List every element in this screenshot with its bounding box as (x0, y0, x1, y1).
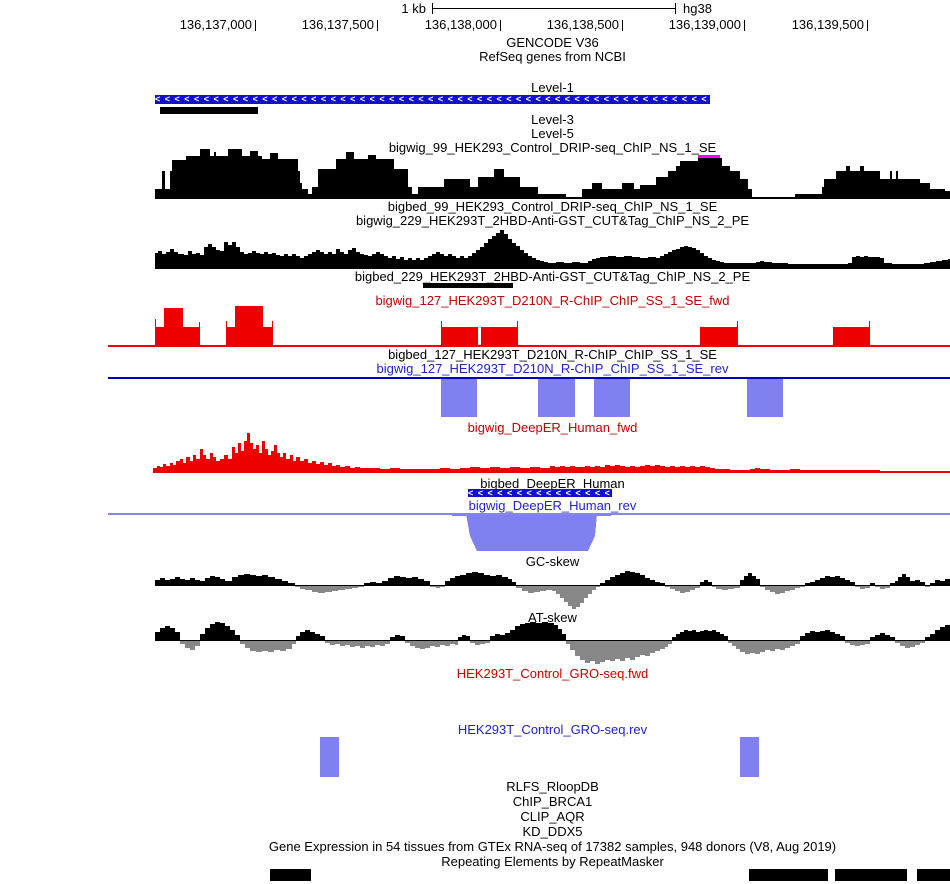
coord-label: 136,138,500 (546, 17, 619, 32)
gcskew-signal-neg[interactable] (155, 585, 950, 609)
repeat-element[interactable] (917, 869, 950, 881)
groseq-rev-peak[interactable] (320, 737, 339, 777)
gencode-label: GENCODE V36 (506, 35, 599, 50)
gcskew-signal-pos[interactable] (155, 571, 950, 585)
bigwig99-label: bigwig_99_HEK293_Control_DRIP-seq_ChIP_N… (388, 140, 717, 155)
kd-ddx5-label: KD_DDX5 (522, 824, 583, 839)
bigwig127-fwd-peak[interactable] (199, 322, 200, 346)
bigwig127-fwd-peak[interactable] (164, 308, 183, 346)
deeper-rev-peak[interactable] (466, 514, 597, 551)
deeper-bigbed-feature[interactable]: < < < < < < < < < < < < < < < < < < < < (468, 489, 612, 497)
bigwig127-fwd-peak[interactable] (869, 321, 870, 346)
bigwig127-fwd-peak[interactable] (441, 321, 442, 346)
bigwig127-fwd-peak[interactable] (700, 327, 738, 346)
coord-tick (255, 20, 256, 31)
chip-brca1-label: ChIP_BRCA1 (512, 794, 593, 809)
repeatmasker-label: Repeating Elements by RepeatMasker (441, 854, 664, 869)
level3-label: Level-3 (531, 112, 574, 127)
coord-tick (377, 20, 378, 31)
groseq-rev-label: HEK293T_Control_GRO-seq.rev (457, 722, 648, 737)
bigbed229-feature[interactable] (423, 283, 513, 288)
bigwig127-fwd-baseline[interactable] (108, 345, 950, 347)
coord-label: 136,137,500 (301, 17, 374, 32)
bigwig127-rev-label: bigwig_127_HEK293T_D210N_R-ChIP_ChIP_SS_… (376, 361, 729, 376)
bigwig99-clip-cap[interactable] (698, 155, 720, 158)
level1-gene-bar[interactable]: < < < < < < < < < < < < < < < < < < < < … (155, 95, 710, 104)
bigwig127-fwd-peak[interactable] (155, 319, 156, 346)
bigwig127-fwd-peak[interactable] (235, 306, 263, 346)
repeat-element[interactable] (270, 869, 311, 881)
atskew-label: AT-skew (528, 610, 577, 625)
rlfs-label: RLFS_RloopDB (506, 779, 599, 794)
coord-tick (500, 20, 501, 31)
bigwig127-rev-peak[interactable] (747, 379, 783, 417)
atskew-signal-pos[interactable] (155, 622, 950, 640)
deeper-rev-shoulder-left[interactable] (452, 514, 466, 516)
bigwig127-fwd-peak[interactable] (833, 327, 870, 346)
gcskew-signal-axis[interactable] (155, 585, 950, 586)
bigwig99-signal[interactable] (155, 149, 950, 197)
deeper-fwd-label: bigwig_DeepER_Human_fwd (467, 420, 638, 435)
bigwig127-fwd-peak[interactable] (481, 327, 518, 346)
bigwig229-label: bigwig_229_HEK293T_2HBD-Anti-GST_CUT&Tag… (355, 213, 750, 228)
bigwig127-fwd-peak[interactable] (226, 321, 227, 346)
groseq-rev-peak[interactable] (740, 737, 759, 777)
coord-tick (744, 20, 745, 31)
bigbed229-label: bigbed_229_HEK293T_2HBD-Anti-GST_CUT&Tag… (354, 269, 751, 284)
scale-tick-left (432, 3, 433, 14)
coord-label: 136,138,000 (424, 17, 497, 32)
scale-tick-right (675, 3, 676, 14)
level5-label: Level-5 (531, 126, 574, 141)
deeper-bigbed-label: bigbed_DeepER_Human (480, 476, 625, 491)
bigwig127-fwd-peak[interactable] (272, 321, 273, 346)
atskew-signal-axis[interactable] (155, 640, 950, 641)
bigwig229-signal-baseline[interactable] (155, 267, 950, 269)
bigwig127-rev-peak[interactable] (441, 379, 477, 417)
atskew-signal-neg[interactable] (155, 640, 950, 664)
bigwig127-rev-peak[interactable] (594, 379, 630, 417)
coord-label: 136,139,000 (668, 17, 741, 32)
scale-line (432, 8, 675, 9)
bigwig127-rev-peak[interactable] (538, 379, 575, 417)
gtex-label: Gene Expression in 54 tissues from GTEx … (268, 839, 837, 854)
coord-label: 136,139,500 (791, 17, 864, 32)
coord-tick (867, 20, 868, 31)
deeper-fwd-signal[interactable] (153, 433, 950, 471)
bigwig127-rev-baseline[interactable] (108, 377, 950, 379)
gcskew-label: GC-skew (525, 554, 580, 569)
repeat-element[interactable] (835, 869, 907, 881)
assembly-label: hg38 (683, 1, 712, 16)
bigwig127-fwd-peak[interactable] (737, 321, 738, 346)
bigwig127-fwd-peak[interactable] (517, 321, 518, 346)
bigbed99-label: bigbed_99_HEK293_Control_DRIP-seq_ChIP_N… (387, 199, 718, 214)
bigwig127-fwd-peak[interactable] (442, 327, 478, 346)
clip-aqr-label: CLIP_AQR (520, 809, 585, 824)
scale-label: 1 kb (401, 1, 426, 16)
groseq-fwd-label: HEK293T_Control_GRO-seq.fwd (456, 666, 649, 681)
bigbed127-label: bigbed_127_HEK293T_D210N_R-ChIP_ChIP_SS_… (388, 347, 717, 362)
level1-label: Level-1 (531, 80, 574, 95)
deeper-rev-baseline[interactable] (108, 513, 950, 515)
bigwig229-signal[interactable] (155, 230, 950, 267)
level1-exon-bar[interactable] (160, 107, 258, 114)
deeper-rev-label: bigwig_DeepER_Human_rev (468, 498, 637, 513)
deeper-rev-shoulder-right[interactable] (597, 514, 611, 516)
coord-label: 136,137,000 (179, 17, 252, 32)
repeat-element[interactable] (749, 869, 828, 881)
bigwig99-signal-baseline[interactable] (155, 197, 950, 199)
refseq-label: RefSeq genes from NCBI (479, 49, 626, 64)
coord-tick (622, 20, 623, 31)
bigwig127-fwd-label: bigwig_127_HEK293T_D210N_R-ChIP_ChIP_SS_… (375, 293, 730, 308)
deeper-fwd-signal-baseline[interactable] (153, 471, 950, 473)
